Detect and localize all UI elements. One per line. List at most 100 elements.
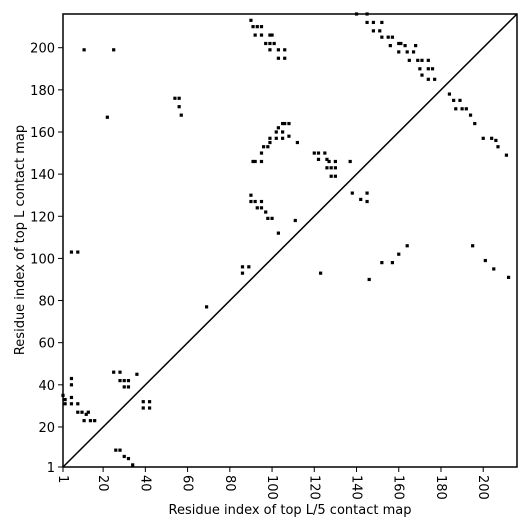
contact-point bbox=[329, 174, 333, 178]
contact-point bbox=[135, 372, 139, 376]
y-tick-label: 80 bbox=[38, 295, 55, 310]
contact-point bbox=[112, 370, 116, 374]
contact-point bbox=[112, 48, 116, 52]
contact-point bbox=[276, 126, 280, 130]
contact-point bbox=[411, 50, 416, 54]
contact-point bbox=[325, 166, 329, 170]
y-tick-label: 100 bbox=[30, 252, 55, 267]
contact-point bbox=[69, 376, 74, 381]
contact-point bbox=[371, 20, 376, 25]
contact-point bbox=[69, 250, 74, 254]
contact-point bbox=[492, 267, 496, 271]
contact-point bbox=[380, 20, 384, 25]
contact-point bbox=[118, 379, 122, 383]
contact-point bbox=[452, 98, 456, 102]
x-tick-label: 120 bbox=[306, 475, 321, 500]
contact-point bbox=[247, 265, 251, 269]
y-tick-label: 1 bbox=[47, 461, 55, 476]
contact-point bbox=[270, 33, 274, 37]
contact-point bbox=[483, 258, 487, 263]
contact-point bbox=[386, 35, 390, 39]
contact-point bbox=[76, 410, 80, 414]
contact-point bbox=[259, 199, 264, 204]
contact-point bbox=[147, 406, 152, 410]
contact-point bbox=[388, 44, 392, 48]
contact-point bbox=[122, 379, 126, 383]
contact-point bbox=[473, 121, 477, 126]
contact-point bbox=[403, 44, 407, 48]
contact-point bbox=[316, 157, 321, 161]
contact-point bbox=[454, 107, 458, 111]
contact-point bbox=[426, 58, 430, 62]
contact-point bbox=[283, 121, 287, 126]
contact-point bbox=[141, 400, 145, 404]
contact-point bbox=[287, 121, 291, 126]
contact-point bbox=[276, 48, 280, 52]
contact-point bbox=[118, 448, 122, 452]
y-axis-label: Residue index of top L contact map bbox=[13, 125, 28, 355]
contact-point bbox=[272, 41, 276, 46]
contact-point bbox=[249, 199, 253, 204]
contact-point bbox=[262, 145, 266, 149]
contact-point bbox=[76, 402, 80, 406]
y-tick-label: 120 bbox=[30, 210, 55, 225]
contact-point bbox=[147, 400, 152, 404]
contact-point bbox=[468, 113, 473, 117]
contact-point bbox=[365, 191, 369, 195]
contact-point bbox=[312, 151, 316, 155]
x-tick-label: 200 bbox=[475, 475, 490, 500]
contact-point bbox=[255, 206, 259, 210]
contact-point bbox=[177, 96, 181, 100]
contact-point bbox=[249, 193, 253, 197]
contact-point bbox=[69, 383, 74, 387]
contact-point bbox=[460, 107, 464, 111]
contact-point bbox=[126, 385, 131, 389]
diagonal bbox=[62, 13, 518, 468]
x-tick-label: 160 bbox=[391, 475, 406, 500]
contact-point bbox=[82, 419, 86, 423]
contact-point bbox=[259, 151, 264, 155]
contact-point bbox=[348, 159, 352, 164]
x-tick-label: 1 bbox=[55, 475, 70, 483]
contact-point bbox=[268, 140, 272, 145]
contact-point bbox=[283, 56, 287, 60]
contact-point bbox=[390, 261, 395, 265]
contact-point bbox=[93, 419, 97, 423]
plot-frame bbox=[62, 13, 518, 468]
contact-point bbox=[86, 410, 90, 414]
contact-point bbox=[378, 29, 382, 33]
contact-point bbox=[179, 113, 183, 117]
y-tick-label: 40 bbox=[38, 379, 55, 394]
contact-point bbox=[433, 77, 437, 81]
x-tick-label: 100 bbox=[264, 475, 279, 500]
contact-point bbox=[88, 419, 93, 423]
contact-point bbox=[397, 50, 401, 54]
x-tick-label: 80 bbox=[222, 475, 237, 492]
contact-point bbox=[268, 41, 272, 46]
contact-point bbox=[414, 44, 418, 48]
x-tick-label: 140 bbox=[349, 475, 364, 500]
contact-point bbox=[420, 73, 424, 77]
contact-point bbox=[63, 397, 67, 402]
contact-point bbox=[268, 33, 272, 37]
contact-point bbox=[114, 448, 118, 452]
contact-point bbox=[126, 456, 131, 461]
y-tick-label: 180 bbox=[30, 84, 55, 99]
contact-point bbox=[333, 166, 337, 170]
contact-point bbox=[268, 48, 272, 52]
x-tick-label: 40 bbox=[137, 475, 152, 492]
contact-point bbox=[323, 151, 327, 155]
contact-point bbox=[173, 96, 177, 100]
contact-point bbox=[283, 48, 287, 52]
contact-point bbox=[420, 58, 424, 62]
contact-point bbox=[426, 77, 430, 81]
contact-point bbox=[496, 145, 500, 149]
contact-point bbox=[69, 395, 74, 400]
contact-point bbox=[255, 25, 259, 29]
contact-point bbox=[80, 410, 84, 414]
contact-point bbox=[82, 48, 86, 52]
contact-point bbox=[333, 174, 337, 178]
contact-point bbox=[259, 25, 264, 29]
contact-point bbox=[69, 402, 74, 406]
